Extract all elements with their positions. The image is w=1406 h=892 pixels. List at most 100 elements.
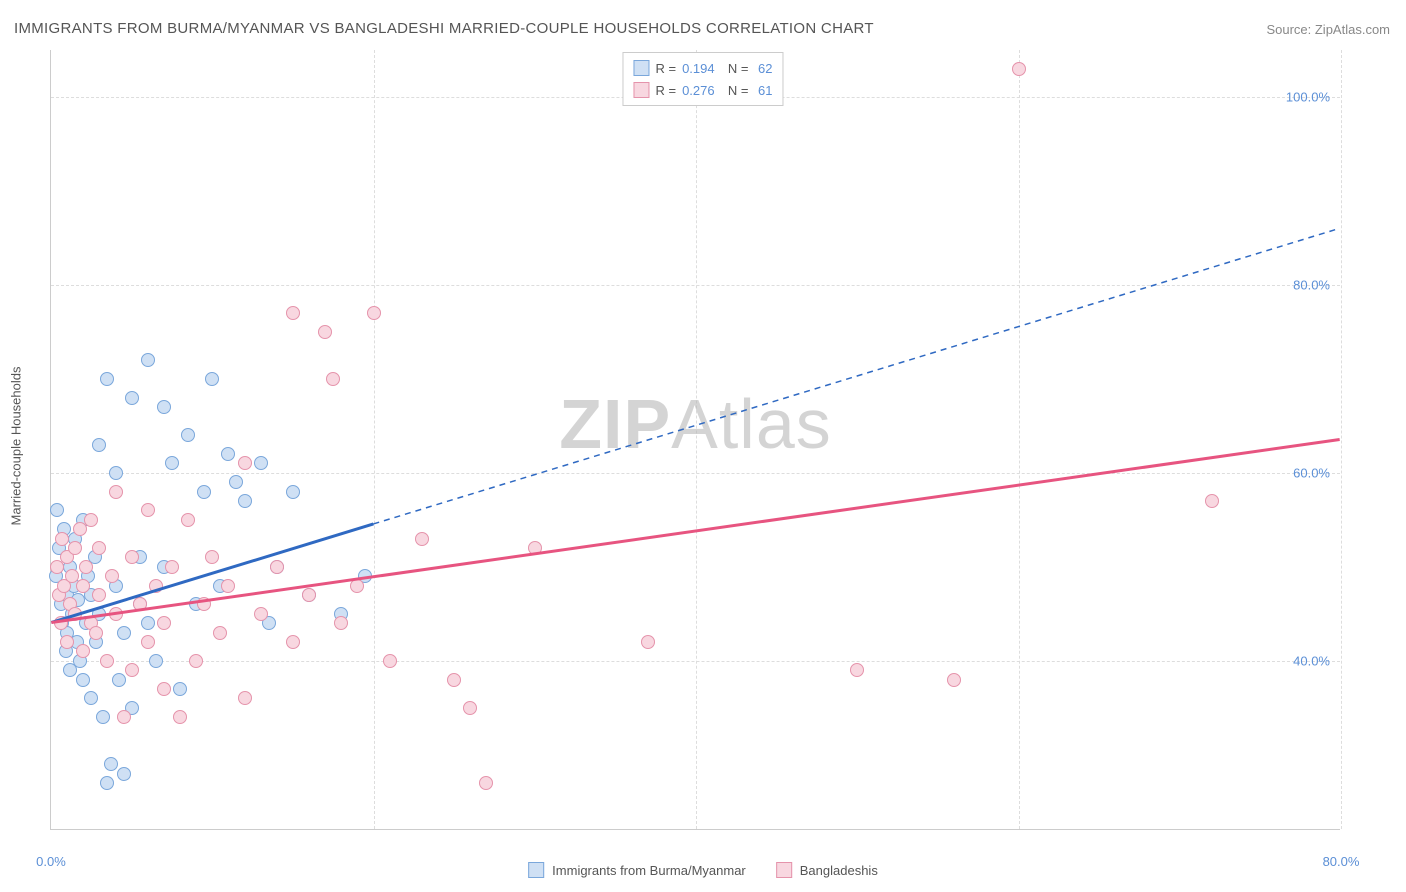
scatter-point-bangladeshi bbox=[326, 372, 340, 386]
scatter-point-bangladeshi bbox=[55, 532, 69, 546]
legend-r-value: 0.194 bbox=[682, 61, 715, 76]
gridline-vertical bbox=[374, 50, 375, 829]
scatter-point-bangladeshi bbox=[286, 635, 300, 649]
scatter-point-bangladeshi bbox=[105, 569, 119, 583]
scatter-point-bangladeshi bbox=[54, 616, 68, 630]
scatter-point-bangladeshi bbox=[286, 306, 300, 320]
scatter-point-burma bbox=[141, 616, 155, 630]
chart-container: IMMIGRANTS FROM BURMA/MYANMAR VS BANGLAD… bbox=[0, 0, 1406, 892]
scatter-point-bangladeshi bbox=[415, 532, 429, 546]
scatter-point-burma bbox=[205, 372, 219, 386]
scatter-point-bangladeshi bbox=[68, 541, 82, 555]
scatter-point-bangladeshi bbox=[141, 635, 155, 649]
legend-item-burma: Immigrants from Burma/Myanmar bbox=[528, 862, 746, 878]
scatter-point-bangladeshi bbox=[528, 541, 542, 555]
legend-label: Immigrants from Burma/Myanmar bbox=[552, 863, 746, 878]
scatter-point-bangladeshi bbox=[1205, 494, 1219, 508]
scatter-point-bangladeshi bbox=[165, 560, 179, 574]
scatter-point-bangladeshi bbox=[367, 306, 381, 320]
trendline-extrapolated-burma bbox=[373, 228, 1339, 524]
legend-r-label: R = bbox=[655, 83, 676, 98]
scatter-point-burma bbox=[109, 466, 123, 480]
scatter-point-bangladeshi bbox=[213, 626, 227, 640]
scatter-point-burma bbox=[181, 428, 195, 442]
scatter-point-bangladeshi bbox=[479, 776, 493, 790]
legend-n-label: N = bbox=[721, 83, 749, 98]
scatter-point-burma bbox=[100, 372, 114, 386]
scatter-point-burma bbox=[125, 391, 139, 405]
scatter-point-bangladeshi bbox=[92, 541, 106, 555]
legend-r-label: R = bbox=[655, 61, 676, 76]
scatter-point-bangladeshi bbox=[89, 626, 103, 640]
scatter-point-burma bbox=[50, 503, 64, 517]
scatter-point-bangladeshi bbox=[157, 616, 171, 630]
scatter-point-bangladeshi bbox=[334, 616, 348, 630]
scatter-point-bangladeshi bbox=[318, 325, 332, 339]
scatter-point-bangladeshi bbox=[189, 654, 203, 668]
scatter-point-burma bbox=[157, 400, 171, 414]
scatter-point-bangladeshi bbox=[641, 635, 655, 649]
scatter-point-bangladeshi bbox=[117, 710, 131, 724]
scatter-point-burma bbox=[221, 447, 235, 461]
scatter-point-burma bbox=[104, 757, 118, 771]
scatter-point-bangladeshi bbox=[1012, 62, 1026, 76]
scatter-point-bangladeshi bbox=[205, 550, 219, 564]
scatter-point-burma bbox=[165, 456, 179, 470]
ytick-label: 40.0% bbox=[1293, 653, 1330, 668]
scatter-point-burma bbox=[84, 691, 98, 705]
source-label: Source: ZipAtlas.com bbox=[1266, 22, 1390, 37]
xtick-label: 80.0% bbox=[1323, 854, 1360, 869]
scatter-point-bangladeshi bbox=[447, 673, 461, 687]
scatter-point-bangladeshi bbox=[76, 644, 90, 658]
scatter-point-bangladeshi bbox=[76, 579, 90, 593]
scatter-point-bangladeshi bbox=[383, 654, 397, 668]
scatter-point-burma bbox=[149, 654, 163, 668]
gridline-vertical bbox=[696, 50, 697, 829]
scatter-point-bangladeshi bbox=[73, 522, 87, 536]
legend-swatch-burma bbox=[528, 862, 544, 878]
legend-n-value: 62 bbox=[754, 61, 772, 76]
scatter-point-burma bbox=[96, 710, 110, 724]
scatter-point-burma bbox=[229, 475, 243, 489]
y-axis-title: Married-couple Households bbox=[9, 367, 24, 526]
scatter-point-burma bbox=[117, 767, 131, 781]
scatter-point-burma bbox=[117, 626, 131, 640]
chart-title: IMMIGRANTS FROM BURMA/MYANMAR VS BANGLAD… bbox=[14, 20, 874, 37]
scatter-point-bangladeshi bbox=[238, 691, 252, 705]
scatter-point-bangladeshi bbox=[125, 663, 139, 677]
legend-swatch-bangladeshi bbox=[633, 82, 649, 98]
scatter-point-bangladeshi bbox=[350, 579, 364, 593]
scatter-point-bangladeshi bbox=[84, 513, 98, 527]
scatter-point-bangladeshi bbox=[181, 513, 195, 527]
scatter-point-bangladeshi bbox=[173, 710, 187, 724]
scatter-point-bangladeshi bbox=[79, 560, 93, 574]
scatter-point-bangladeshi bbox=[141, 503, 155, 517]
watermark-bold: ZIP bbox=[559, 385, 671, 463]
legend-item-bangladeshi: Bangladeshis bbox=[776, 862, 878, 878]
scatter-point-burma bbox=[238, 494, 252, 508]
scatter-point-bangladeshi bbox=[221, 579, 235, 593]
scatter-point-burma bbox=[76, 673, 90, 687]
scatter-point-bangladeshi bbox=[100, 654, 114, 668]
scatter-point-bangladeshi bbox=[109, 485, 123, 499]
gridline-vertical bbox=[1341, 50, 1342, 829]
scatter-point-burma bbox=[254, 456, 268, 470]
legend-label: Bangladeshis bbox=[800, 863, 878, 878]
scatter-point-burma bbox=[100, 776, 114, 790]
scatter-point-bangladeshi bbox=[463, 701, 477, 715]
gridline-vertical bbox=[1019, 50, 1020, 829]
legend-swatch-bangladeshi bbox=[776, 862, 792, 878]
scatter-point-bangladeshi bbox=[60, 635, 74, 649]
scatter-point-bangladeshi bbox=[149, 579, 163, 593]
scatter-point-bangladeshi bbox=[238, 456, 252, 470]
scatter-point-burma bbox=[197, 485, 211, 499]
ytick-label: 60.0% bbox=[1293, 465, 1330, 480]
legend-r-value: 0.276 bbox=[682, 83, 715, 98]
scatter-point-burma bbox=[141, 353, 155, 367]
scatter-point-burma bbox=[173, 682, 187, 696]
scatter-point-bangladeshi bbox=[92, 588, 106, 602]
scatter-point-bangladeshi bbox=[302, 588, 316, 602]
legend-n-label: N = bbox=[721, 61, 749, 76]
scatter-point-bangladeshi bbox=[157, 682, 171, 696]
plot-area: ZIPAtlas 40.0%60.0%80.0%100.0%0.0%80.0% bbox=[50, 50, 1340, 830]
